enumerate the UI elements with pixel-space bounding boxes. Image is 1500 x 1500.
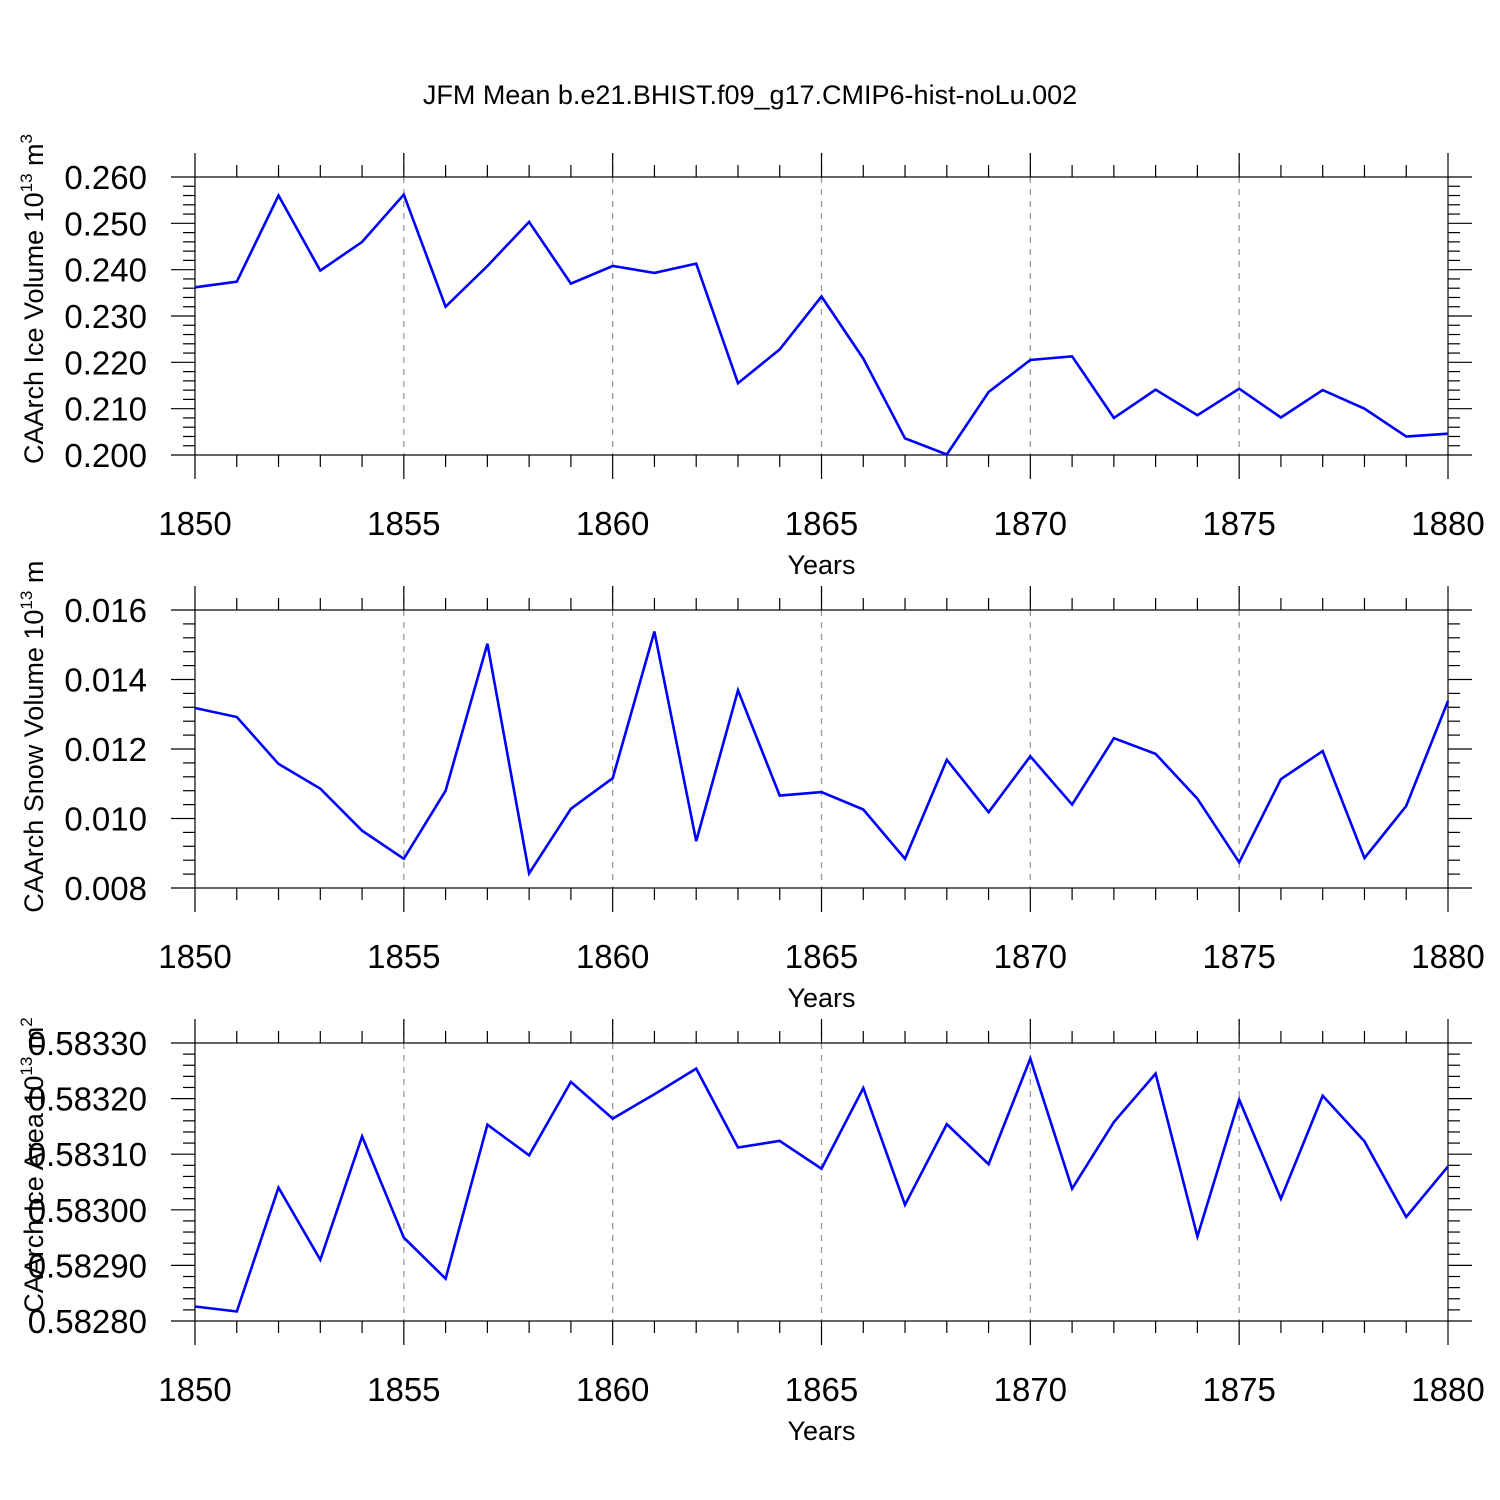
x-tick-label: 1860: [576, 938, 649, 975]
y-tick-label: 0.240: [64, 252, 147, 289]
x-tick-label: 1880: [1411, 938, 1484, 975]
y-tick-label: 0.220: [64, 344, 147, 381]
ice-area-series-line: [194, 1054, 1450, 1313]
x-axis-title: Years: [787, 550, 855, 580]
x-tick-label: 1855: [367, 938, 440, 975]
y-axis-title-text: CAArch Snow Volume 10: [19, 610, 49, 913]
x-tick-label: 1865: [785, 1371, 858, 1408]
y-tick-label: 0.58280: [28, 1303, 147, 1340]
x-tick-label: 1870: [994, 505, 1067, 542]
y-tick-label: 0.210: [64, 391, 147, 428]
ice-area-panel: 1850 1855 1860 1865 1870 1875 1880 0.58280 0.582…: [17, 1017, 1485, 1446]
y-axis-title-exp: 13: [17, 591, 36, 610]
y-axis-title-text: CAArch Ice Area 10: [19, 1076, 49, 1313]
y-axis-title-unit: m: [19, 143, 49, 173]
plot-frame: [194, 1042, 1449, 1322]
y-axis-title: CAArch Snow Volume 1013 m3: [17, 551, 49, 913]
y-axis-title-exp: 13: [17, 173, 36, 192]
y-tick-label: 0.230: [64, 298, 147, 335]
y-tick-label: 0.012: [64, 731, 147, 768]
y-axis-title-text: CAArch Ice Volume 10: [19, 192, 49, 464]
y-tick-label: 0.200: [64, 437, 147, 474]
y-axis-title-unit: m: [19, 1027, 49, 1057]
y-axis-title-exp: 13: [17, 1057, 36, 1076]
snow-volume-series-line: [194, 631, 1450, 877]
y-tick-label: 0.58290: [28, 1247, 147, 1284]
x-tick-label: 1865: [785, 938, 858, 975]
y-tick-label: 0.58320: [28, 1081, 147, 1118]
x-tick-label: 1865: [785, 505, 858, 542]
y-tick-label: 0.260: [64, 159, 147, 196]
y-axis-title-unit-exp: 3: [17, 134, 36, 143]
snow-volume-panel: 1850 1855 1860 1865 1870 1875 1880 0.008 0.010 0.…: [17, 551, 1485, 1013]
y-axis-title: CAArch Ice Area 1013 m2: [17, 1017, 49, 1313]
x-tick-label: 1850: [158, 938, 231, 975]
x-tick-label: 1850: [158, 505, 231, 542]
x-tick-label: 1870: [994, 1371, 1067, 1408]
x-tick-label: 1855: [367, 1371, 440, 1408]
y-axis-title-group: CAArch Ice Area 1013 m2: [17, 1017, 49, 1313]
y-tick-label: 0.58330: [28, 1025, 147, 1062]
x-axis-title: Years: [787, 983, 855, 1013]
y-tick-label: 0.016: [64, 592, 147, 629]
y-axis-title-unit-exp: 2: [17, 1017, 36, 1026]
x-tick-label: 1870: [994, 938, 1067, 975]
x-axis-title: Years: [787, 1416, 855, 1446]
x-tick-label: 1880: [1411, 1371, 1484, 1408]
chart-title: JFM Mean b.e21.BHIST.f09_g17.CMIP6-hist-…: [423, 80, 1077, 110]
x-tick-label: 1875: [1202, 938, 1275, 975]
ice-volume-panel: 1850 1855 1860 1865 1870 1875 1880 0.200 0.210 0.…: [17, 134, 1485, 580]
plot-frame: [194, 176, 1449, 456]
y-axis-title-group: CAArch Ice Volume 1013 m3: [17, 134, 49, 464]
y-axis-title-group: CAArch Snow Volume 1013 m3: [17, 551, 49, 913]
y-tick-label: 0.250: [64, 205, 147, 242]
y-tick-label: 0.008: [64, 870, 147, 907]
y-tick-label: 0.58310: [28, 1136, 147, 1173]
y-tick-label: 0.58300: [28, 1192, 147, 1229]
y-axis-title-unit: m: [19, 561, 49, 591]
ice-volume-series-line: [194, 192, 1449, 457]
plot-frame: [194, 609, 1449, 889]
x-tick-label: 1875: [1202, 1371, 1275, 1408]
y-axis-title-unit-exp: 3: [17, 551, 36, 560]
x-tick-label: 1860: [576, 505, 649, 542]
x-tick-label: 1850: [158, 1371, 231, 1408]
x-tick-label: 1860: [576, 1371, 649, 1408]
y-tick-label: 0.014: [64, 662, 147, 699]
x-tick-label: 1880: [1411, 505, 1484, 542]
x-tick-label: 1875: [1202, 505, 1275, 542]
y-axis-title: CAArch Ice Volume 1013 m3: [17, 134, 49, 464]
x-tick-label: 1855: [367, 505, 440, 542]
y-tick-label: 0.010: [64, 801, 147, 838]
